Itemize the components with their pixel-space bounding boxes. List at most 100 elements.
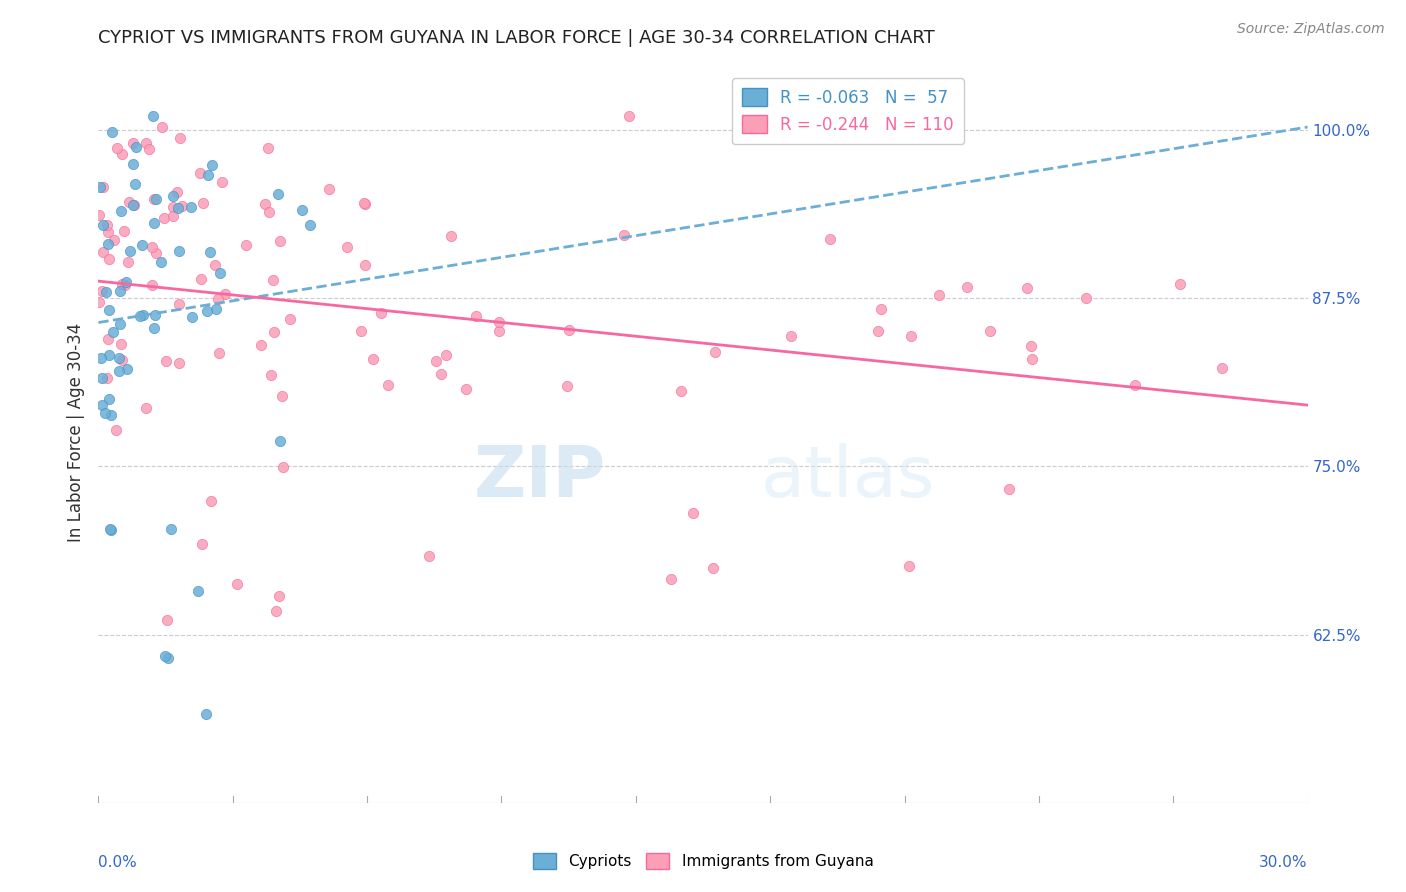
Point (1074, 291, 1097, 305)
Point (135, 136, 157, 150)
Point (235, 238, 257, 252)
Point (90, 351, 112, 366)
Point (253, 196, 276, 211)
Point (780, 329, 803, 343)
Point (187, 583, 209, 598)
Point (138, 142, 160, 156)
Point (114, 277, 136, 292)
Point (96, 370, 118, 384)
Point (1015, 280, 1038, 294)
Point (101, 325, 124, 339)
Text: ZIP: ZIP (474, 442, 606, 511)
Point (152, 211, 174, 226)
Point (979, 324, 1001, 338)
Point (195, 304, 218, 318)
Point (91, 218, 114, 232)
Point (162, 200, 184, 214)
Point (260, 368, 283, 383)
Point (488, 315, 510, 329)
Point (145, 192, 167, 206)
Point (201, 157, 224, 171)
Point (613, 227, 636, 242)
Point (900, 329, 922, 343)
Legend: R = -0.063   N =  57, R = -0.244   N = 110: R = -0.063 N = 57, R = -0.244 N = 110 (733, 78, 965, 144)
Point (291, 202, 314, 217)
Text: CYPRIOT VS IMMIGRANTS FROM GUYANA IN LABOR FORCE | AGE 30-34 CORRELATION CHART: CYPRIOT VS IMMIGRANTS FROM GUYANA IN LAB… (98, 29, 935, 47)
Point (169, 356, 191, 370)
Point (90, 284, 112, 298)
Text: 0.0%: 0.0% (98, 855, 138, 870)
Point (257, 205, 280, 219)
Point (93, 406, 115, 420)
Point (198, 244, 221, 259)
Point (350, 324, 373, 338)
Point (465, 309, 488, 323)
Point (180, 200, 202, 214)
Point (928, 288, 950, 302)
Point (868, 325, 890, 339)
Point (142, 321, 165, 335)
Point (91, 398, 114, 412)
Point (956, 280, 979, 294)
Point (488, 324, 510, 338)
Point (558, 322, 581, 336)
Point (166, 185, 188, 199)
Point (131, 237, 153, 252)
Point (110, 284, 132, 298)
Point (141, 240, 163, 254)
Point (110, 203, 132, 218)
Point (267, 186, 290, 201)
Point (207, 292, 229, 306)
Point (1123, 378, 1146, 392)
Point (142, 109, 165, 123)
Point (122, 136, 145, 150)
Point (262, 273, 284, 287)
Point (143, 308, 166, 322)
Point (155, 354, 177, 368)
Point (703, 345, 725, 359)
Point (280, 312, 302, 326)
Point (108, 351, 131, 366)
Point (105, 141, 128, 155)
Point (153, 648, 176, 663)
Point (118, 195, 141, 210)
Point (111, 147, 134, 161)
Point (353, 197, 375, 211)
Point (150, 120, 173, 134)
Point (271, 460, 294, 475)
Point (91, 371, 114, 385)
Point (122, 198, 145, 212)
Point (167, 244, 190, 258)
Point (1019, 339, 1042, 353)
Point (101, 125, 124, 139)
Point (440, 228, 463, 243)
Point (1168, 277, 1191, 292)
Point (135, 401, 157, 416)
Point (167, 201, 190, 215)
Y-axis label: In Labor Force | Age 30-34: In Labor Force | Age 30-34 (66, 323, 84, 542)
Point (702, 561, 724, 575)
Point (96, 237, 118, 252)
Legend: Cypriots, Immigrants from Guyana: Cypriots, Immigrants from Guyana (526, 847, 880, 875)
Text: atlas: atlas (761, 442, 935, 511)
Point (87, 208, 110, 222)
Point (250, 338, 273, 352)
Point (157, 651, 180, 665)
Point (1211, 361, 1233, 376)
Point (263, 325, 285, 339)
Point (172, 199, 194, 213)
Point (299, 218, 322, 232)
Point (267, 590, 290, 604)
Point (214, 286, 236, 301)
Point (191, 195, 214, 210)
Point (167, 296, 190, 310)
Point (91, 245, 114, 260)
Point (211, 175, 233, 189)
Point (454, 383, 477, 397)
Point (117, 255, 139, 269)
Point (425, 354, 447, 368)
Point (818, 232, 841, 246)
Point (97, 332, 120, 346)
Point (190, 166, 212, 180)
Point (110, 317, 132, 331)
